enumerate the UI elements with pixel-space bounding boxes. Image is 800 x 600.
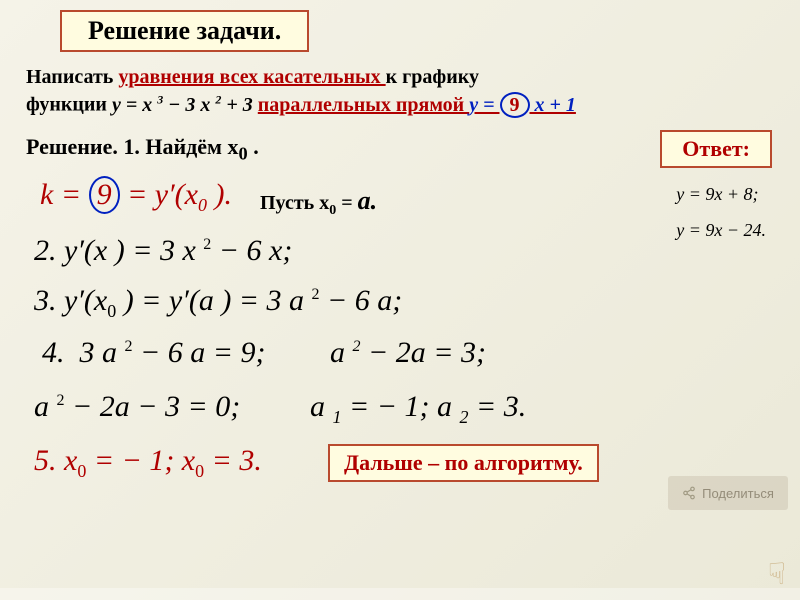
p-txt3: функции [26,94,112,116]
p-parallel: параллельных прямой y = 9 x + 1 [258,94,576,116]
title-box: Решение задачи. [60,10,309,52]
s5s1: 0 [77,461,86,481]
p-func: y = x 3 − 3 x 2 + 3 [112,94,253,116]
k-rest: = y′(x [120,178,198,211]
r-1: 1 [333,407,342,427]
s5b: = − 1; x [86,444,195,477]
k-sub: 0 [198,195,207,215]
share-button[interactable]: Поделиться [668,476,788,510]
r-c: = 3. [468,390,526,423]
solve-label: Решение. 1. Найдём x [26,134,239,159]
step-4: 4. 3 a 2 − 6 a = 9; [42,336,265,370]
step-quadratic: a 2 − 2a − 3 = 0; [34,390,240,424]
r-b: = − 1; a [342,390,460,423]
s3a: 3. y′(x [34,284,107,317]
p-tangents: уравнения всех касательных [118,66,385,88]
p-yeq: y = [469,94,499,116]
step-2: 2. y′(x ) = 3 x 2 − 6 x; [34,234,292,268]
solve-dot: . [248,134,259,159]
share-label: Поделиться [702,486,774,501]
answer-label: Ответ: [682,136,750,161]
answer-1: y = 9x + 8; [676,176,766,212]
k-k: k = [40,178,89,211]
problem-statement: Написать уравнения всех касательных к гр… [26,64,766,119]
let-x0: Пусть x0 = a. [260,186,377,219]
s5s2: 0 [195,461,204,481]
next-box: Дальше – по алгоритму. [328,444,599,482]
answer-box: Ответ: [660,130,772,168]
s5a: 5. x [34,444,77,477]
p-txt: Написать [26,66,118,88]
r-a: a [310,390,333,423]
circled-nine: 9 [500,92,530,118]
step-roots: a 1 = − 1; a 2 = 3. [310,390,526,428]
solve-step1: Решение. 1. Найдём x0 . [26,134,259,164]
p-tail: x + 1 [535,94,576,116]
k-end: ). [207,178,232,211]
answer-formulas: y = 9x + 8; y = 9x − 24. [676,176,766,248]
share-icon [682,486,696,500]
next-text: Дальше – по алгоритму. [344,450,583,475]
k-equation: k = 9 = y′(x0 ). [40,176,232,216]
s5c: = 3. [204,444,262,477]
title-text: Решение задачи. [88,16,281,45]
step-4b: a 2 − 2a = 3; [330,336,486,370]
k-nine: 9 [89,176,120,214]
bottom-strip [0,588,800,600]
answer-2: y = 9x − 24. [676,212,766,248]
hand-icon: ☟ [768,557,786,592]
pust-a: Пусть x [260,192,329,214]
s3s: 0 [107,301,116,321]
step-3: 3. y′(x0 ) = y′(a ) = 3 a 2 − 6 a; [34,284,402,322]
p-par-txt: параллельных прямой [258,94,469,116]
pust-c: a. [358,186,378,215]
solve-sub: 0 [239,143,248,163]
s3b: ) = y′(a ) = 3 a 2 − 6 a; [116,284,402,317]
pust-b: = [336,192,357,214]
step-5: 5. x0 = − 1; x0 = 3. [34,444,262,482]
p-txt2: к графику [386,66,479,88]
